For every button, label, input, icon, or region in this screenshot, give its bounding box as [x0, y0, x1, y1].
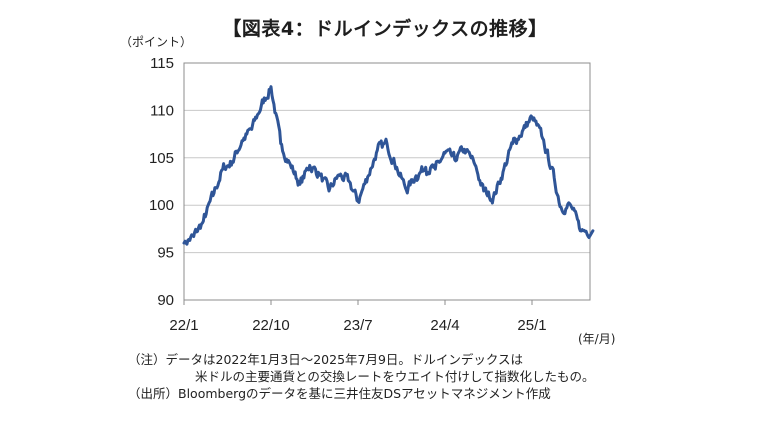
series-line-dollar-index — [182, 85, 595, 246]
source-line: （出所）Bloombergのデータを基に三井住友DSアセットマネジメント作成 — [128, 386, 551, 401]
y-tick-label: 105 — [149, 150, 174, 167]
note-line-2: 米ドルの主要通貨との交換レートをウエイト付けして指数化したもの。 — [195, 369, 595, 384]
y-tick-label: 110 — [150, 102, 174, 119]
x-axis-ticks: 22/1 22/10 23/7 24/4 25/1 — [169, 300, 547, 334]
x-tick-label: 22/1 — [169, 317, 198, 334]
chart-title: 【図表4：ドルインデックスの推移】 — [222, 18, 548, 40]
y-tick-label: 90 — [157, 292, 174, 309]
x-tick-label: 23/7 — [343, 317, 372, 334]
x-tick-label: 22/10 — [252, 317, 290, 334]
note-line-1: （注）データは2022年1月3日～2025年7月9日。ドルインデックスは — [128, 352, 524, 367]
gridlines — [184, 109, 590, 254]
chart-notes: （注）データは2022年1月3日～2025年7月9日。ドルインデックスは 米ドル… — [128, 351, 595, 402]
x-tick-label: 25/1 — [517, 317, 546, 334]
y-tick-label: 95 — [157, 245, 174, 262]
plot-area-frame — [183, 62, 591, 301]
x-axis-unit-label: (年/月) — [578, 332, 615, 346]
y-tick-label: 100 — [149, 197, 174, 214]
y-axis-ticks: 90 95 100 105 110 115 — [149, 55, 174, 309]
y-axis-unit-label: （ポイント） — [120, 35, 192, 49]
x-tick-label: 24/4 — [430, 317, 459, 334]
y-tick-label: 115 — [150, 55, 174, 72]
